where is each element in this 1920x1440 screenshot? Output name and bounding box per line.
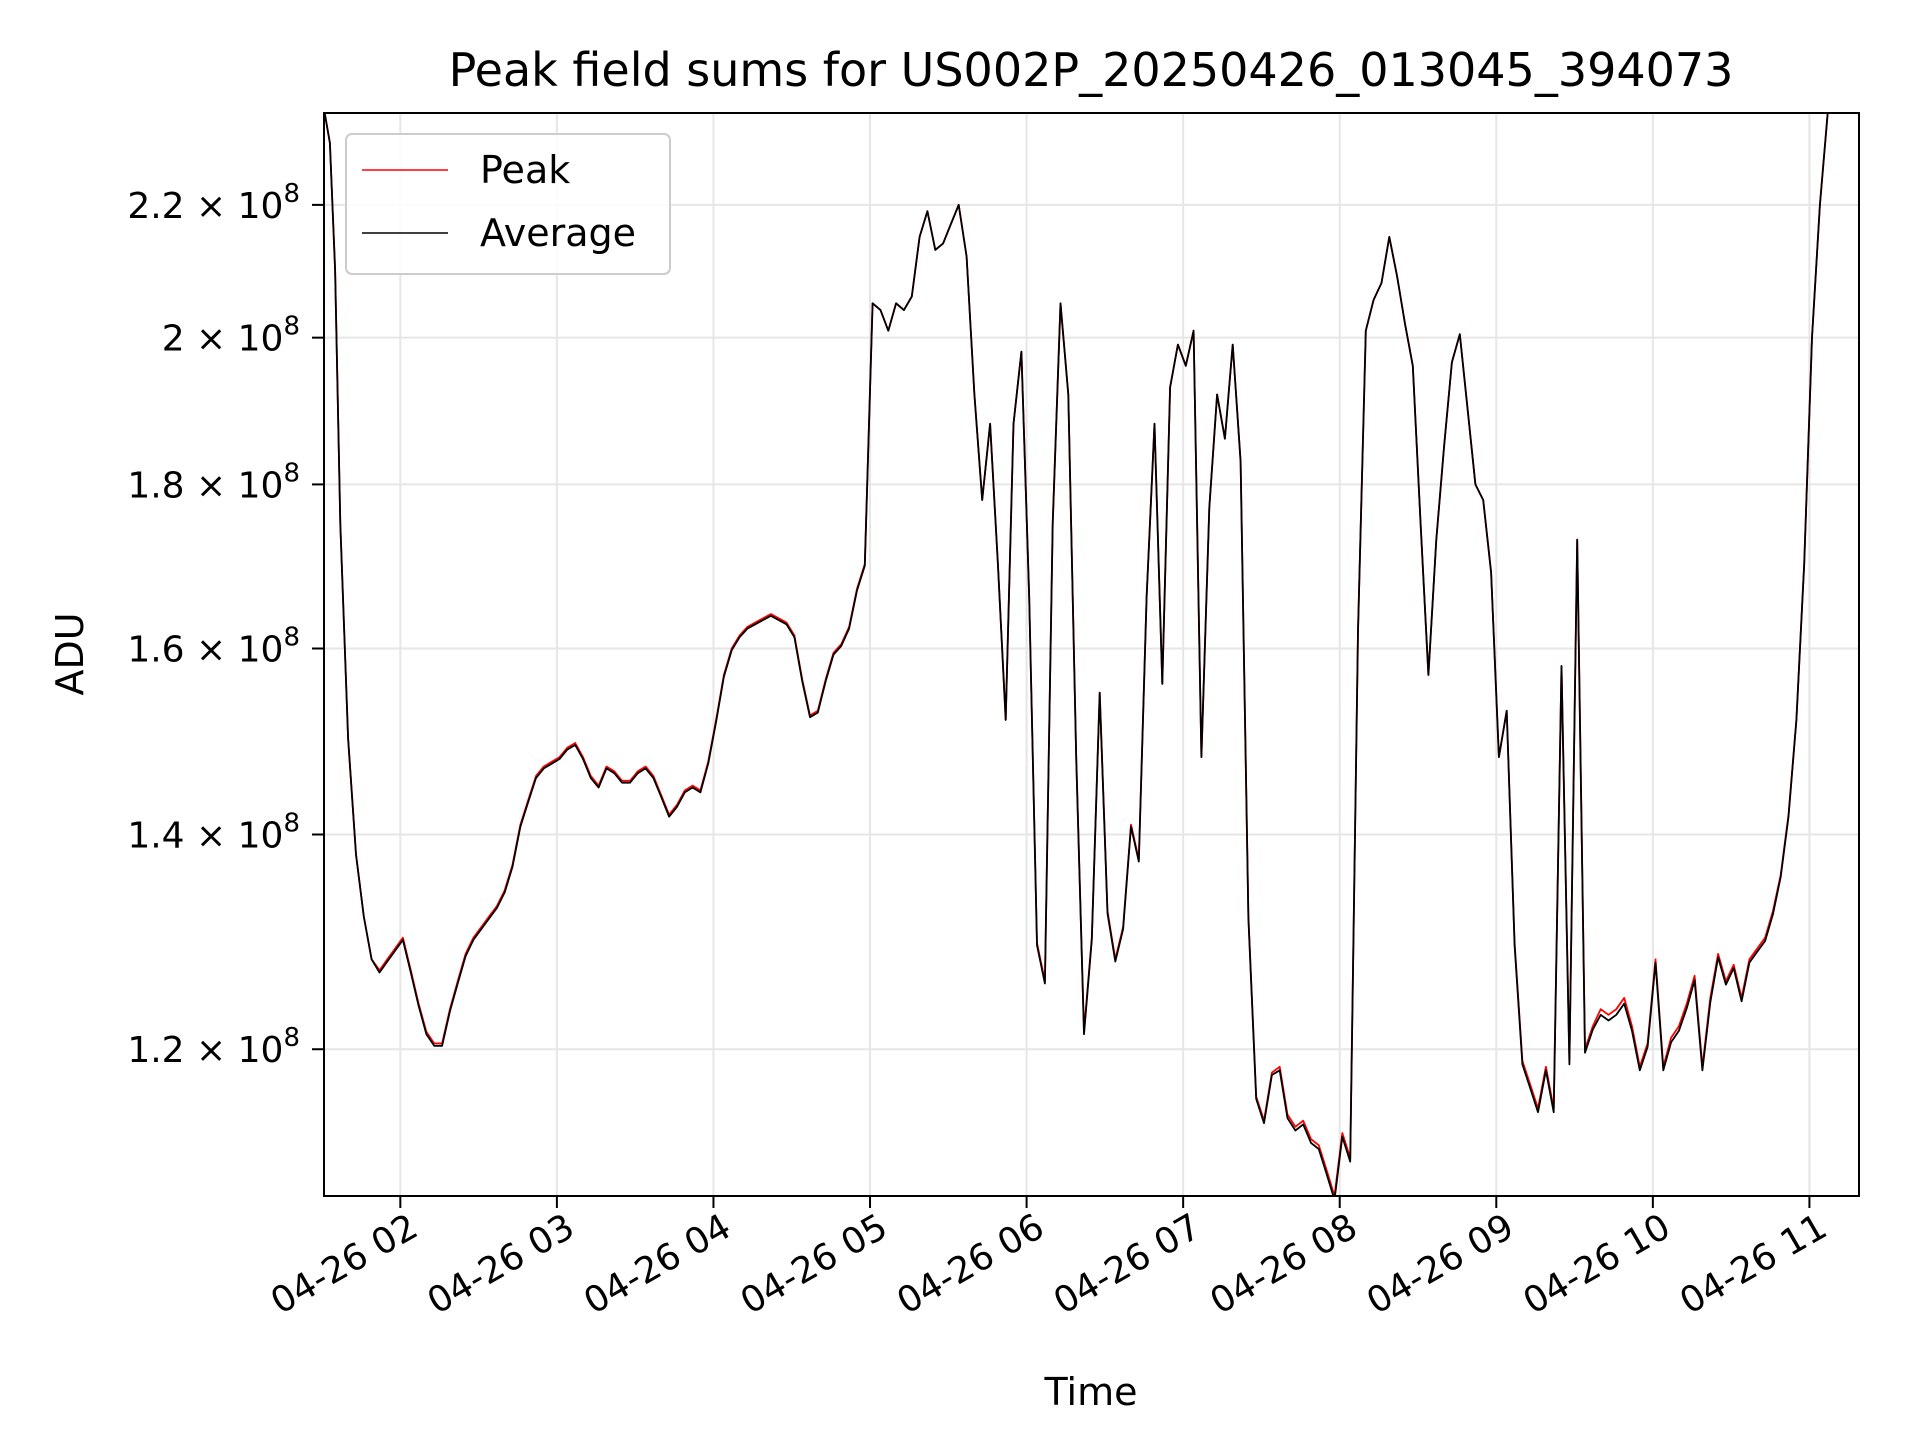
y-tick-mantissa: 2.2 × 10 bbox=[127, 186, 283, 227]
legend: Peak Average bbox=[345, 133, 671, 275]
y-tick-exponent: 8 bbox=[283, 808, 300, 838]
y-tick-label: 1.6 × 108 bbox=[127, 622, 300, 670]
y-tick-exponent: 8 bbox=[283, 1023, 300, 1053]
y-tick-exponent: 8 bbox=[283, 622, 300, 652]
legend-label-peak: Peak bbox=[480, 148, 570, 192]
series-lines bbox=[324, 113, 1829, 1196]
y-tick-mantissa: 1.2 × 10 bbox=[127, 1030, 283, 1071]
y-tick-exponent: 8 bbox=[283, 179, 300, 209]
y-tick-label: 2.2 × 108 bbox=[127, 179, 300, 227]
y-tick-exponent: 8 bbox=[283, 312, 300, 342]
legend-label-average: Average bbox=[480, 211, 636, 255]
y-tick-label: 2 × 108 bbox=[162, 312, 300, 360]
series-line-average bbox=[324, 113, 1829, 1196]
y-axis-label: ADU bbox=[48, 612, 92, 695]
y-tick-label: 1.8 × 108 bbox=[127, 458, 300, 506]
y-tick-label: 1.4 × 108 bbox=[127, 808, 300, 856]
y-tick-mantissa: 1.6 × 10 bbox=[127, 629, 283, 670]
chart-title: Peak field sums for US002P_20250426_0130… bbox=[449, 43, 1734, 97]
y-tick-mantissa: 1.4 × 10 bbox=[127, 815, 283, 856]
y-tick-exponent: 8 bbox=[283, 458, 300, 488]
x-axis-label: Time bbox=[1044, 1370, 1138, 1414]
y-tick-mantissa: 2 × 10 bbox=[162, 319, 284, 360]
plot-frame bbox=[323, 112, 1860, 1197]
legend-box bbox=[345, 133, 671, 275]
y-tick-label: 1.2 × 108 bbox=[127, 1023, 300, 1071]
y-tick-mantissa: 1.8 × 10 bbox=[127, 465, 283, 506]
